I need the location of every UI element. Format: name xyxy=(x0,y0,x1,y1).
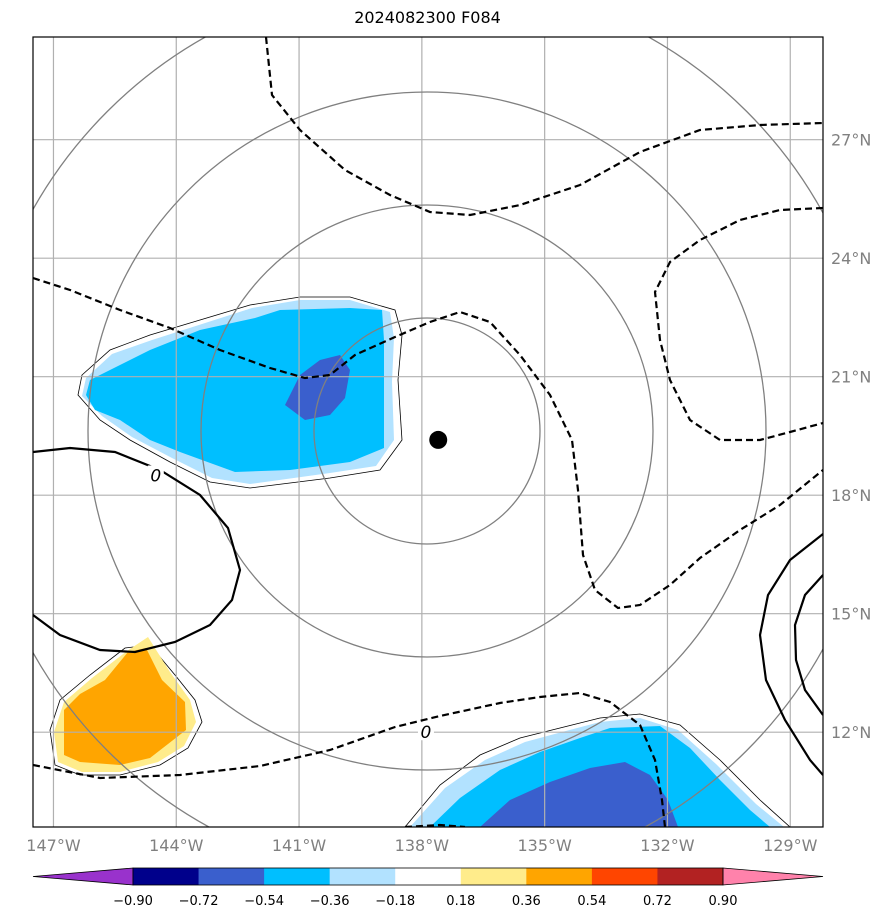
colorbar-box-1 xyxy=(198,868,265,885)
range-ring-2 xyxy=(200,204,654,658)
dashed-contour-south xyxy=(33,691,667,827)
map-title: 2024082300 F084 xyxy=(354,8,501,27)
lon-tick-label-3: 138°W xyxy=(395,836,450,855)
colorbar-box-0 xyxy=(133,868,200,885)
colorbar-tick-label-1: −0.72 xyxy=(179,894,219,909)
solid-contour-east-outer xyxy=(758,533,823,776)
lat-tick-label-2: 18°N xyxy=(831,486,871,505)
colorbar-box-4 xyxy=(395,868,462,885)
colorbar-tick-label-2: −0.54 xyxy=(244,894,284,909)
dashed-contour-north xyxy=(264,37,823,217)
negative-anomaly-south-strong xyxy=(480,762,678,827)
colorbar-extend-high xyxy=(722,867,824,886)
lat-tick-label-1: 15°N xyxy=(831,605,871,624)
colorbar-extend-low xyxy=(32,867,134,886)
colorbar-tick-label-9: 0.90 xyxy=(709,894,738,909)
negative-anomaly-south-outline xyxy=(404,713,791,827)
solid-contour-east-inner xyxy=(793,574,823,716)
contour-labels: 00 xyxy=(147,465,434,743)
lon-tick-label-5: 132°W xyxy=(640,836,695,855)
positive-anomaly-moderate xyxy=(64,648,186,765)
colorbar-box-3 xyxy=(329,868,396,885)
colorbar-box-2 xyxy=(264,868,331,885)
contour-label-1: 0 xyxy=(421,723,432,743)
solid-contour-west xyxy=(33,446,242,654)
dashed-contour-east xyxy=(653,206,823,442)
lon-tick-label-1: 144°W xyxy=(149,836,204,855)
lat-tick-label-0: 12°N xyxy=(831,723,871,742)
colorbar-tick-label-7: 0.54 xyxy=(577,894,606,909)
colorbar-tick-label-8: 0.72 xyxy=(643,894,672,909)
colorbar-box-5 xyxy=(460,868,527,885)
dashed-contour-center xyxy=(33,276,823,610)
latitude-tick-labels: 12°N 15°N 18°N 21°N 24°N 27°N xyxy=(831,131,871,743)
colorbar-tick-label-6: 0.36 xyxy=(512,894,541,909)
colorbar-box-7 xyxy=(591,868,658,885)
colorbar-box-8 xyxy=(657,868,724,885)
colorbar: −0.90 −0.72 −0.54 −0.36 −0.18 0.18 0.36 0.54 0.7… xyxy=(32,867,824,909)
lon-tick-label-4: 135°W xyxy=(517,836,572,855)
range-rings xyxy=(33,37,823,827)
dashed-contours xyxy=(33,37,823,827)
anomaly-fill-layer xyxy=(49,296,791,827)
colorbar-box-6 xyxy=(526,868,593,885)
range-ring-3 xyxy=(87,91,767,771)
colorbar-tick-label-5: 0.18 xyxy=(446,894,475,909)
range-ring-1 xyxy=(313,317,541,545)
positive-anomaly-outline xyxy=(49,644,203,776)
lon-tick-label-0: 147°W xyxy=(26,836,81,855)
colorbar-tick-label-4: −0.18 xyxy=(375,894,415,909)
map-plot-area: 00 xyxy=(33,37,823,827)
solid-contours xyxy=(33,446,823,776)
map-frame xyxy=(32,36,824,828)
contour-label-bg-0 xyxy=(147,465,164,484)
longitude-tick-labels: 147°W 144°W 141°W 138°W 135°W 132°W 129°W xyxy=(26,836,817,855)
negative-anomaly-outline xyxy=(77,296,403,489)
contour-label-0: 0 xyxy=(150,466,161,486)
contour-label-bg-1 xyxy=(417,722,434,741)
colorbar-tick-label-3: −0.36 xyxy=(310,894,350,909)
lon-tick-label-2: 141°W xyxy=(272,836,327,855)
lat-tick-label-5: 27°N xyxy=(831,131,871,150)
lon-tick-label-6: 129°W xyxy=(763,836,818,855)
lat-tick-label-4: 24°N xyxy=(831,249,871,268)
colorbar-frame xyxy=(132,867,724,886)
negative-anomaly-moderate xyxy=(86,308,384,472)
colorbar-tick-label-0: −0.90 xyxy=(113,894,153,909)
dashed-contour-bottom xyxy=(404,823,466,827)
storm-center-marker xyxy=(429,430,448,449)
lat-tick-label-3: 21°N xyxy=(831,368,871,387)
